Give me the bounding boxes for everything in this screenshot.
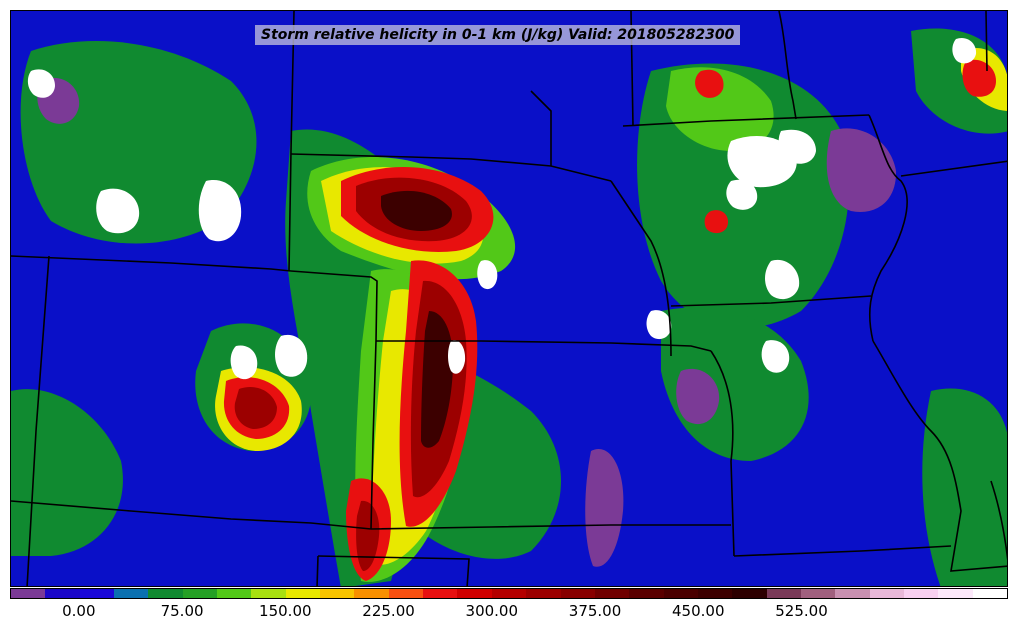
colorbar-segment [457, 589, 492, 598]
colorbar-labels: 0.00 75.00 150.00 225.00 300.00 375.00 450.00 5… [0, 602, 1018, 622]
colorbar-tick-label: 225.00 [362, 602, 415, 620]
colorbar [10, 588, 1008, 599]
colorbar-segment [903, 589, 939, 598]
colorbar-segment [663, 589, 698, 598]
colorbar-tick-label: 75.00 [160, 602, 204, 620]
helicity-map [11, 11, 1007, 586]
colorbar-segment [45, 589, 80, 598]
colorbar-segment [217, 589, 252, 598]
colorbar-tick-label: 150.00 [259, 602, 312, 620]
colorbar-tick-label: 375.00 [568, 602, 622, 620]
colorbar-segment [388, 589, 424, 598]
colorbar-segment [491, 589, 527, 598]
colorbar-segment [697, 589, 733, 598]
colorbar-segment [79, 589, 115, 598]
colorbar-tick-label: 450.00 [672, 602, 725, 620]
colorbar-segment [594, 589, 630, 598]
colorbar-tick-label: 525.00 [775, 602, 828, 620]
colorbar-segment [526, 589, 561, 598]
colorbar-segment [972, 589, 1007, 598]
colorbar-tick-label: 300.00 [465, 602, 519, 620]
colorbar-segment [938, 589, 973, 598]
colorbar-segment [560, 589, 595, 598]
colorbar-segment [766, 589, 801, 598]
colorbar-segment [423, 589, 458, 598]
helicity-field [11, 28, 1007, 586]
colorbar-segment [732, 589, 767, 598]
colorbar-segment [835, 589, 870, 598]
colorbar-tick-label: 0.00 [62, 602, 96, 620]
colorbar-segment [320, 589, 355, 598]
colorbar-segment [800, 589, 836, 598]
colorbar-segment [148, 589, 183, 598]
colorbar-segment [251, 589, 286, 598]
colorbar-segment [285, 589, 321, 598]
colorbar-segment [354, 589, 389, 598]
colorbar-segment [629, 589, 664, 598]
colorbar-segment [11, 589, 46, 598]
colorbar-segment [114, 589, 149, 598]
colorbar-segment [869, 589, 904, 598]
colorbar-segment [182, 589, 218, 598]
map-frame: Storm relative helicity in 0-1 km (J/kg)… [10, 10, 1008, 587]
map-title: Storm relative helicity in 0-1 km (J/kg)… [255, 25, 741, 45]
